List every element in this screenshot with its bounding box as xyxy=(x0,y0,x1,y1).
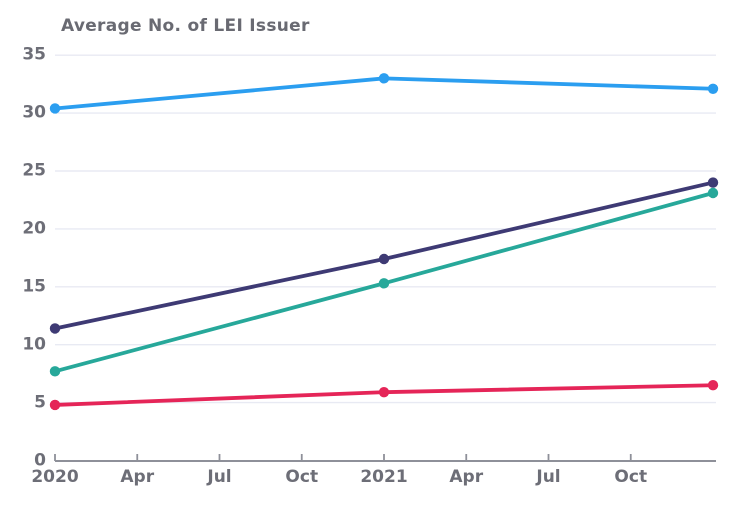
data-point-red-series xyxy=(707,380,719,391)
data-point-light-blue-series xyxy=(49,103,61,114)
data-point-dark-purple-series xyxy=(378,253,390,265)
data-point-teal-series xyxy=(49,366,61,377)
data-point-light-blue-series xyxy=(378,73,390,84)
data-point-light-blue-series xyxy=(707,83,719,94)
x-tick-label: Oct xyxy=(285,467,319,487)
data-point-dark-purple-series xyxy=(49,323,61,334)
chart-title: Average No. of LEI Issuer xyxy=(61,16,310,36)
x-tick-label: Jul xyxy=(536,467,561,487)
y-tick-label: 0 xyxy=(34,450,46,470)
data-point-red-series xyxy=(49,399,61,411)
x-tick-label: Oct xyxy=(614,467,648,487)
data-points xyxy=(49,73,719,411)
x-tick-label: 2020 xyxy=(31,467,79,487)
data-point-dark-purple-series xyxy=(707,177,719,188)
data-point-red-series xyxy=(378,386,390,398)
x-tick-label: Apr xyxy=(449,467,484,487)
data-point-teal-series xyxy=(707,187,719,199)
y-tick-label: 35 xyxy=(22,44,46,65)
series-lines xyxy=(53,76,715,407)
data-point-teal-series xyxy=(378,278,390,289)
x-tick-label: 2021 xyxy=(360,467,408,487)
x-axis xyxy=(54,454,716,462)
gridlines xyxy=(55,54,716,404)
x-tick-label: Jul xyxy=(207,467,232,487)
y-tick-label: 10 xyxy=(22,334,46,355)
x-tick-label: Apr xyxy=(120,467,155,487)
y-tick-label: 5 xyxy=(34,392,46,413)
y-tick-label: 30 xyxy=(22,102,46,123)
y-tick-label: 15 xyxy=(22,276,46,297)
y-tick-label: 25 xyxy=(22,160,46,181)
y-tick-label: 20 xyxy=(22,218,46,239)
